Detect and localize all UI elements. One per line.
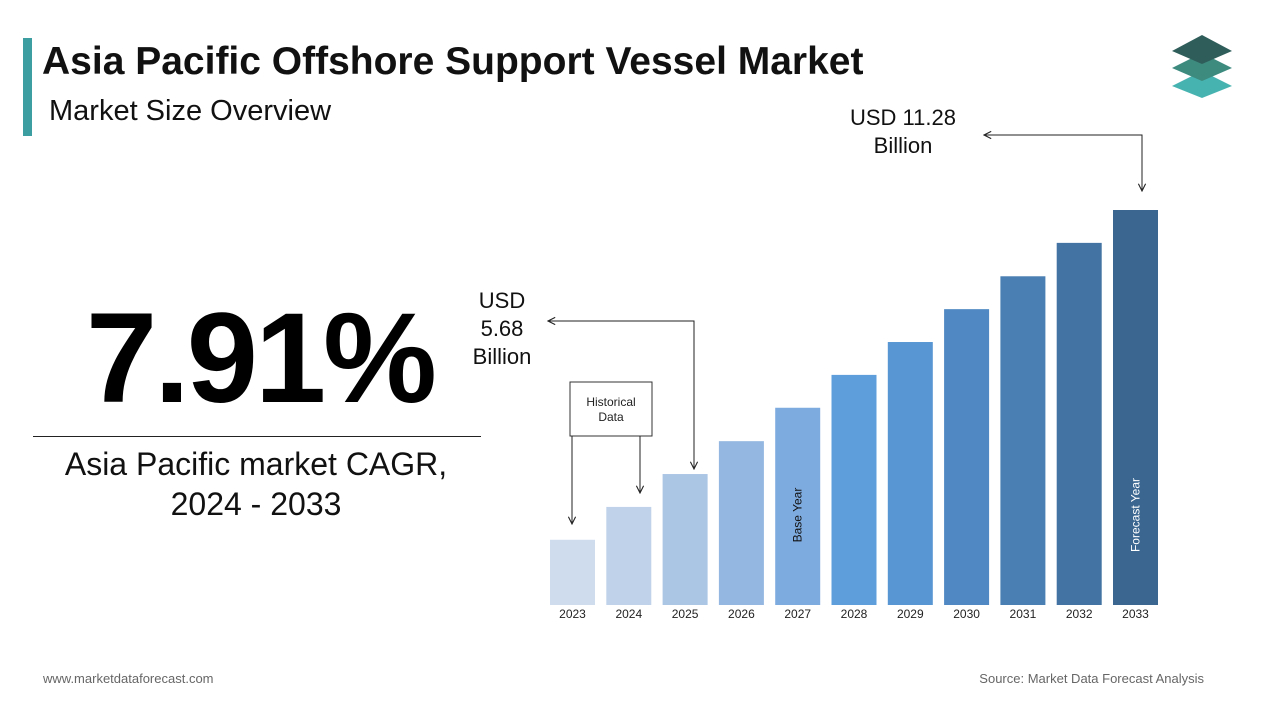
historical-label-line: Historical xyxy=(586,395,635,409)
bar xyxy=(662,474,708,605)
historical-label-line: Data xyxy=(598,410,624,424)
bar-annotation: Forecast Year xyxy=(1129,478,1143,552)
bar xyxy=(1056,242,1102,605)
source: Source: Market Data Forecast Analysis xyxy=(979,671,1204,686)
bar xyxy=(606,506,652,605)
x-tick-label: 2028 xyxy=(841,607,868,621)
x-tick-label: 2025 xyxy=(672,607,699,621)
bar xyxy=(1000,276,1046,605)
bar xyxy=(550,539,595,605)
bar xyxy=(944,309,990,605)
arrow xyxy=(548,321,694,469)
cagr-value: 7.91% xyxy=(86,287,437,430)
bar xyxy=(831,374,877,605)
historical-label: Historical Data xyxy=(586,395,635,424)
subtitle: Market Size Overview xyxy=(49,95,332,127)
x-tick-label: 2023 xyxy=(559,607,586,621)
website: www.marketdataforecast.com xyxy=(43,671,214,686)
x-tick-label: 2031 xyxy=(1010,607,1037,621)
bar xyxy=(887,342,933,605)
historical-box xyxy=(569,381,653,437)
arrow xyxy=(984,135,1142,191)
x-tick-label: 2032 xyxy=(1066,607,1093,621)
value-label: USD 11.28 Billion xyxy=(850,105,956,158)
x-tick-label: 2024 xyxy=(615,607,642,621)
divider xyxy=(33,436,481,437)
logo xyxy=(1172,35,1232,98)
bar xyxy=(1113,210,1158,605)
x-tick-label: 2030 xyxy=(953,607,980,621)
bar-annotation: Base Year xyxy=(791,488,805,543)
bar xyxy=(775,407,821,605)
accent-bar xyxy=(23,38,32,136)
value-label: USD 5.68 Billion xyxy=(472,288,532,369)
bar xyxy=(718,441,764,605)
title: Asia Pacific Offshore Support Vessel Mar… xyxy=(42,40,864,83)
x-tick-label: 2029 xyxy=(897,607,924,621)
x-tick-label: 2027 xyxy=(784,607,811,621)
x-tick-label: 2033 xyxy=(1122,607,1149,621)
x-tick-label: 2026 xyxy=(728,607,755,621)
cagr-label: Asia Pacific market CAGR, 2024 - 2033 xyxy=(64,446,448,522)
